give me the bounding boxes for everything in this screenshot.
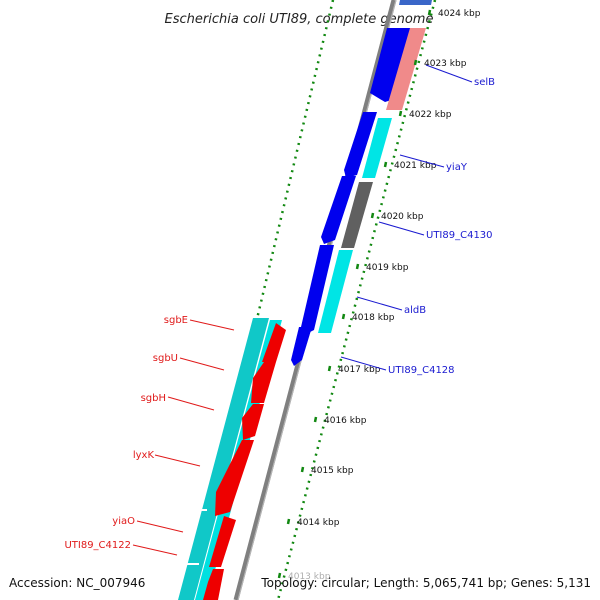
reverse-gene-lyxK <box>215 440 254 516</box>
scale-tick-label: 4022 kbp <box>409 110 452 120</box>
gene-leader-line <box>340 356 387 371</box>
gene-leader-line <box>154 454 201 467</box>
gene-label: sgbH <box>141 393 166 404</box>
left-gene-labels: sgbE sgbU sgbH lyxK yiaO UTI89_C4122 <box>64 315 235 556</box>
scale-tick-label: 4019 kbp <box>366 263 409 273</box>
reverse-gene-yiaO <box>209 516 236 567</box>
gene-label: sgbU <box>153 353 178 364</box>
scale-tick-mark <box>355 263 360 270</box>
reverse-gene-UTI89_C4122 <box>203 569 224 600</box>
scale-tick-mark <box>370 212 375 219</box>
gene-label: lyxK <box>133 450 155 461</box>
reverse-strand-features <box>178 318 286 600</box>
reverse-gene-sgbH <box>242 404 264 440</box>
forward-gene-cyan-2 <box>318 250 353 333</box>
map-title: Escherichia coli UTI89, complete genome <box>165 12 434 27</box>
forward-gene-cyan-1 <box>362 118 392 178</box>
scale-tick-mark <box>313 416 318 423</box>
gene-label: UTI89_C4128 <box>388 365 455 376</box>
gene-leader-line <box>167 396 215 411</box>
scale-tick-mark <box>398 110 403 117</box>
scale-tick-mark <box>277 572 282 579</box>
reverse-feature-teal-outer <box>178 318 269 600</box>
gene-leader-line <box>189 319 235 331</box>
gene-leader-line <box>179 357 225 371</box>
gene-label: selB <box>474 77 495 88</box>
scale-tick-label: 4021 kbp <box>394 161 437 171</box>
forward-gene-cds-5 <box>291 327 312 366</box>
forward-gene-cds-4 <box>301 245 334 335</box>
scale-tick-mark <box>327 365 332 372</box>
gene-label: sgbE <box>164 315 188 326</box>
scale-tick-mark <box>300 466 305 473</box>
forward-gene-cds-3 <box>321 176 356 244</box>
gene-leader-line <box>399 154 445 168</box>
scale-tick-mark <box>413 59 418 66</box>
scale-tick-label: 4024 kbp <box>438 9 481 19</box>
forward-gene-top <box>399 0 432 5</box>
forward-gene-cds-2 <box>344 112 377 178</box>
reverse-gene-sgbE <box>262 323 286 362</box>
topology-summary-text: Topology: circular; Length: 5,065,741 bp… <box>260 576 591 590</box>
forward-strand-features <box>291 0 432 366</box>
outer-dotted-scale-line <box>188 0 335 600</box>
gene-leader-line <box>378 221 425 236</box>
forward-gene-gray <box>341 182 373 248</box>
scale-tick-label: 4013 kbp <box>288 572 331 582</box>
right-gene-labels: selB yiaY UTI89_C4130 aldB UTI89_C4128 <box>340 64 495 376</box>
gene-label: yiaO <box>112 516 135 527</box>
forward-gene-pink <box>386 28 426 110</box>
scale-tick-label: 4020 kbp <box>381 212 424 222</box>
scale-tick-label: 4016 kbp <box>324 416 367 426</box>
scale-tick-mark <box>427 9 432 16</box>
scale-tick-label: 4014 kbp <box>297 518 340 528</box>
scale-tick-label: 4023 kbp <box>424 59 467 69</box>
scale-tick-mark <box>286 518 291 525</box>
gene-leader-line <box>132 544 178 556</box>
reverse-gene-sgbU <box>251 362 276 403</box>
scale-tick-label: 4015 kbp <box>311 466 354 476</box>
gene-label: aldB <box>404 305 426 316</box>
scale-tick-mark <box>383 161 388 168</box>
gene-label: UTI89_C4130 <box>426 230 493 241</box>
scale-tick-mark <box>341 313 346 320</box>
gene-leader-line <box>425 64 473 83</box>
inner-dotted-scale-line <box>276 0 437 600</box>
gene-leader-line <box>136 520 184 533</box>
scale-tick-label: 4018 kbp <box>352 313 395 323</box>
scale-ticks: 4024 kbp 4023 kbp 4022 kbp 4021 kbp 4020 kbp… <box>277 9 481 582</box>
gene-label: yiaY <box>446 162 468 173</box>
gene-leader-line <box>356 296 403 311</box>
accession-text: Accession: NC_007946 <box>9 576 145 590</box>
gene-label: UTI89_C4122 <box>64 540 131 551</box>
scale-tick-label: 4017 kbp <box>338 365 381 375</box>
